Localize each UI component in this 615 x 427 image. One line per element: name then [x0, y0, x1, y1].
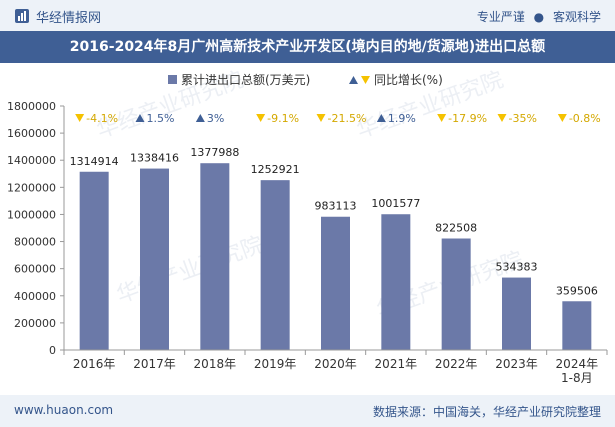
x-tick-label: 2022年	[435, 357, 478, 371]
x-tick-label: 2021年	[375, 357, 418, 371]
y-tick-label: 800000	[14, 236, 56, 249]
y-axis: 0 200000 400000 600000 800000 1000000 1200000 1…	[7, 100, 65, 357]
top-banner: 华经情报网 专业严谨 ● 客观科学	[0, 0, 615, 31]
bar-value-label: 1252921	[251, 163, 300, 176]
growth-up-triangle	[195, 114, 205, 122]
legend-bar-label: 累计进出口总额(万美元)	[181, 73, 310, 87]
bar	[321, 216, 350, 350]
chart-title: 2016-2024年8月广州高新技术产业开发区(境内目的地/货源地)进出口总额	[69, 39, 546, 55]
bar-value-label: 1314914	[70, 155, 119, 168]
growth-down-triangle	[437, 114, 447, 122]
legend-bar-swatch	[168, 75, 177, 84]
growth-label: 1.9%	[388, 112, 416, 125]
y-tick-label: 200000	[14, 317, 56, 330]
legend-growth-swatch	[349, 76, 370, 84]
growth-label: -35%	[509, 112, 537, 125]
legend-down-triangle	[361, 76, 370, 84]
x-tick-label: 2024年 1-8月	[556, 357, 599, 385]
growth-up-triangle	[376, 114, 386, 122]
x-tick-label: 2023年	[495, 357, 538, 371]
bar	[200, 163, 230, 350]
bar	[502, 277, 531, 350]
bar-value-label: 359506	[556, 284, 598, 297]
bar-chart: 华经产业研究院华经产业研究院华经产业研究院华经产业研究院 累计进出口总额(万美元…	[7, 67, 608, 385]
growth-label: -4.1%	[86, 112, 118, 125]
brand-name: 华经情报网	[36, 11, 102, 26]
growth-down-triangle	[256, 114, 266, 122]
footer-url: www.huaon.com	[14, 403, 114, 417]
tagline-1: 专业严谨	[476, 10, 525, 24]
growth-down-triangle	[557, 114, 567, 122]
x-tick-label: 2016年	[73, 357, 116, 371]
header-taglines: 专业严谨 ● 客观科学	[477, 8, 601, 25]
legend-up-triangle	[349, 76, 358, 84]
growth-down-triangle	[497, 114, 507, 122]
y-tick-label: 1600000	[7, 127, 56, 140]
growth-label: 3%	[207, 112, 224, 125]
tagline-separator: ●	[533, 10, 545, 24]
bar	[562, 301, 592, 350]
y-tick-label: 1400000	[7, 154, 56, 167]
growth-down-triangle	[75, 114, 85, 122]
bar-value-label: 822508	[435, 222, 477, 235]
y-tick-label: 0	[49, 344, 56, 357]
legend-growth-label: 同比增长(%)	[374, 73, 443, 87]
title-bar: 2016-2024年8月广州高新技术产业开发区(境内目的地/货源地)进出口总额	[0, 31, 615, 63]
growth-label: -17.9%	[448, 112, 487, 125]
growth-label: -0.8%	[569, 112, 601, 125]
y-tick-label: 600000	[14, 263, 56, 276]
bar	[381, 214, 411, 350]
y-tick-label: 1800000	[7, 100, 56, 113]
growth-label: 1.5%	[147, 112, 175, 125]
growth-up-triangle	[135, 114, 145, 122]
x-tick-label: 2018年	[194, 357, 237, 371]
growth-down-triangle	[316, 114, 326, 122]
growth-series: -4.1% 1.5% 3% -9.1% -21.5% 1.9% -17.9% -35% -0.8…	[75, 112, 601, 125]
watermark-text: 华经产业研究院	[114, 232, 267, 308]
chart-legend: 累计进出口总额(万美元) 同比增长(%)	[168, 73, 443, 87]
y-tick-label: 400000	[14, 290, 56, 303]
tagline-2: 客观科学	[552, 10, 601, 24]
bar	[260, 180, 290, 350]
bar	[79, 171, 109, 350]
bar	[441, 238, 471, 350]
data-source: 数据来源：中国海关，华经产业研究院整理	[372, 405, 601, 419]
footer-bar: www.huaon.com 数据来源：中国海关，华经产业研究院整理	[0, 395, 615, 427]
bar-series: 1314914 1338416 1377988 1252921 983113 100157…	[70, 146, 598, 350]
bar-value-label: 1001577	[371, 197, 420, 210]
bar-value-label: 983113	[315, 200, 357, 213]
bar-value-label: 534383	[496, 261, 538, 274]
y-tick-label: 1200000	[7, 181, 56, 194]
bar	[140, 168, 169, 350]
x-axis: 2016年 2017年 2018年 2019年 2020年 2021年 2022年 2023年…	[63, 349, 608, 385]
growth-label: -21.5%	[328, 112, 367, 125]
growth-label: -9.1%	[267, 112, 299, 125]
bar-value-label: 1338416	[130, 152, 179, 165]
logo-icon	[15, 9, 29, 23]
y-tick-label: 1000000	[7, 208, 56, 221]
bar-value-label: 1377988	[190, 146, 239, 159]
x-tick-label: 2017年	[133, 357, 176, 371]
x-tick-label: 2020年	[314, 357, 357, 371]
x-tick-label: 2019年	[254, 357, 297, 371]
